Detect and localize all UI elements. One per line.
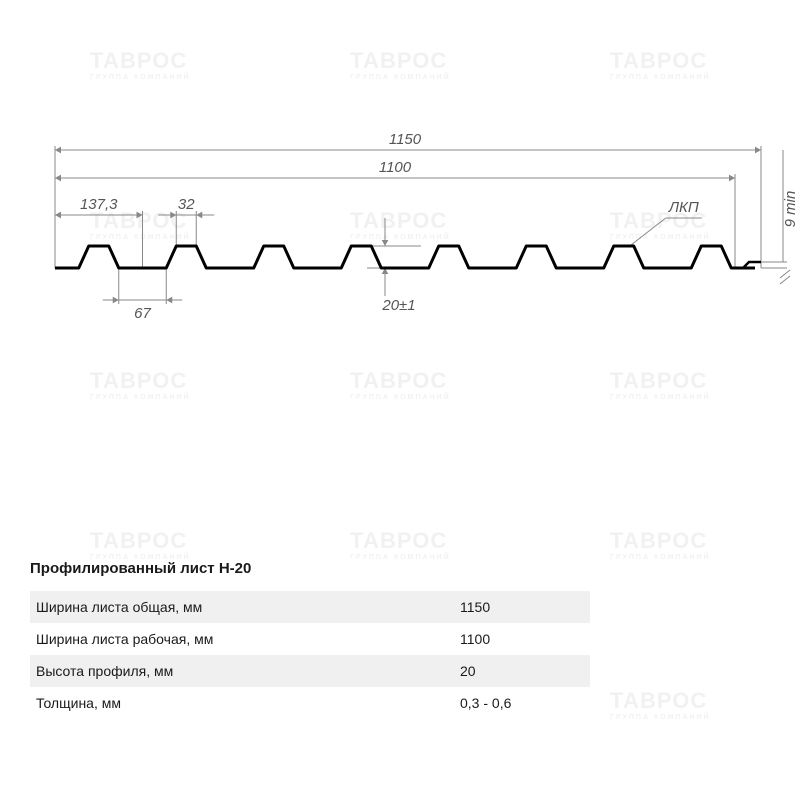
svg-text:32: 32 — [178, 196, 195, 213]
svg-text:9 min: 9 min — [782, 191, 799, 228]
svg-text:67: 67 — [134, 305, 151, 322]
spec-row: Ширина листа общая, мм1150 — [30, 591, 590, 623]
profile-cross-section-diagram: 1150 1100 137,3 32 67 20±1 ЛКП 9 min — [0, 0, 800, 420]
spec-value: 1150 — [460, 599, 580, 615]
spec-row: Толщина, мм0,3 - 0,6 — [30, 687, 590, 719]
spec-label: Высота профиля, мм — [36, 663, 460, 679]
spec-title: Профилированный лист Н-20 — [30, 560, 590, 577]
spec-row: Высота профиля, мм20 — [30, 655, 590, 687]
svg-text:ЛКП: ЛКП — [668, 199, 699, 216]
svg-text:1100: 1100 — [379, 159, 412, 176]
spec-table: Профилированный лист Н-20 Ширина листа о… — [30, 560, 590, 719]
spec-value: 1100 — [460, 631, 580, 647]
spec-label: Толщина, мм — [36, 695, 460, 711]
watermark: ТАВРОСГРУППА КОМПАНИЙ — [610, 530, 711, 561]
svg-text:20±1: 20±1 — [381, 297, 415, 314]
svg-text:1150: 1150 — [389, 131, 422, 148]
svg-text:137,3: 137,3 — [80, 196, 118, 213]
watermark: ТАВРОСГРУППА КОМПАНИЙ — [610, 690, 711, 721]
watermark: ТАВРОСГРУППА КОМПАНИЙ — [350, 530, 451, 561]
spec-value: 0,3 - 0,6 — [460, 695, 580, 711]
spec-label: Ширина листа рабочая, мм — [36, 631, 460, 647]
spec-value: 20 — [460, 663, 580, 679]
spec-label: Ширина листа общая, мм — [36, 599, 460, 615]
spec-row: Ширина листа рабочая, мм1100 — [30, 623, 590, 655]
watermark: ТАВРОСГРУППА КОМПАНИЙ — [90, 530, 191, 561]
